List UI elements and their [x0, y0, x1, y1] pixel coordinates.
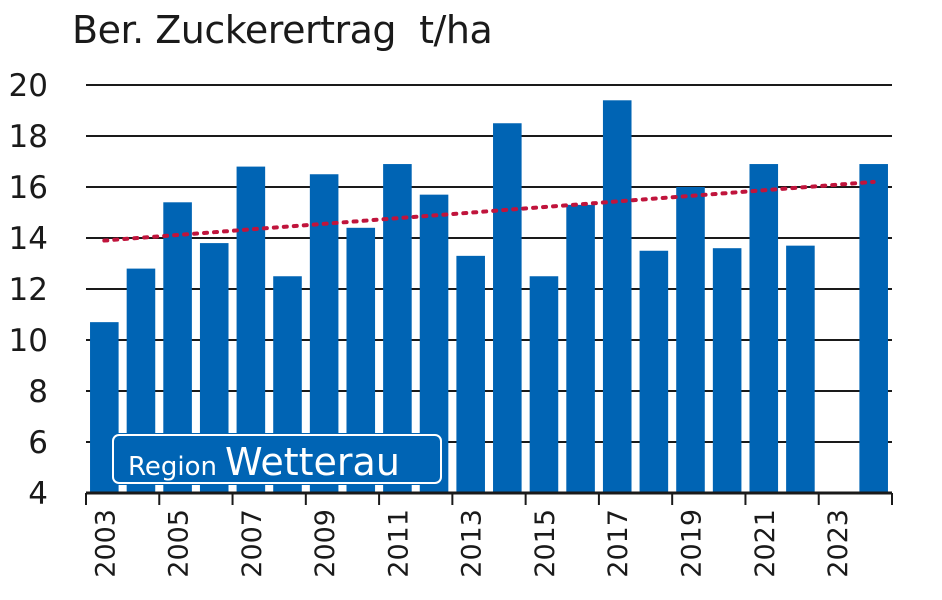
y-tick-20: 20 — [9, 68, 48, 104]
x-tick-2011: 2011 — [383, 509, 414, 578]
x-tick-2007: 2007 — [237, 509, 268, 578]
x-tick-2023: 2023 — [823, 509, 854, 578]
region-label: Region Wetterau — [112, 434, 442, 484]
bar-2018 — [639, 250, 669, 493]
y-tick-8: 8 — [28, 374, 48, 410]
bar-2017 — [602, 100, 632, 494]
bar-2019 — [676, 187, 705, 493]
x-tick-2019: 2019 — [677, 509, 708, 578]
bar-2016 — [566, 204, 595, 493]
trend-line-path — [102, 179, 876, 243]
y-tick-10: 10 — [9, 323, 48, 359]
trend-line — [102, 179, 876, 243]
y-tick-labels: 4 6 8 10 12 14 16 18 20 — [9, 68, 48, 512]
y-tick-16: 16 — [9, 170, 48, 206]
y-tick-14: 14 — [9, 221, 48, 257]
region-name: Wetterau — [225, 440, 400, 484]
bar-2024 — [859, 164, 888, 494]
region-prefix: Region — [128, 452, 218, 482]
bar-2022 — [786, 245, 815, 493]
bar-2013 — [456, 255, 485, 493]
bar-2021 — [749, 164, 779, 494]
y-tick-6: 6 — [28, 425, 48, 461]
x-tick-2021: 2021 — [750, 509, 781, 578]
x-tick-2003: 2003 — [90, 509, 121, 578]
bar-2020 — [712, 248, 742, 493]
bar-2014 — [493, 123, 522, 493]
x-tick-2013: 2013 — [457, 509, 488, 578]
x-tick-2017: 2017 — [603, 509, 634, 578]
x-tick-labels: 2003 2005 2007 2009 2011 2013 2015 2017 2019 2021… — [90, 509, 854, 578]
chart-title: Ber. Zuckerertrag t/ha — [72, 8, 493, 52]
y-tick-12: 12 — [9, 272, 48, 308]
y-tick-18: 18 — [9, 119, 48, 155]
x-axis — [85, 491, 893, 505]
x-tick-2009: 2009 — [310, 509, 341, 578]
y-tick-4: 4 — [28, 476, 48, 512]
bar-2015 — [529, 276, 559, 493]
x-tick-2015: 2015 — [530, 509, 561, 578]
x-tick-2005: 2005 — [164, 509, 195, 578]
